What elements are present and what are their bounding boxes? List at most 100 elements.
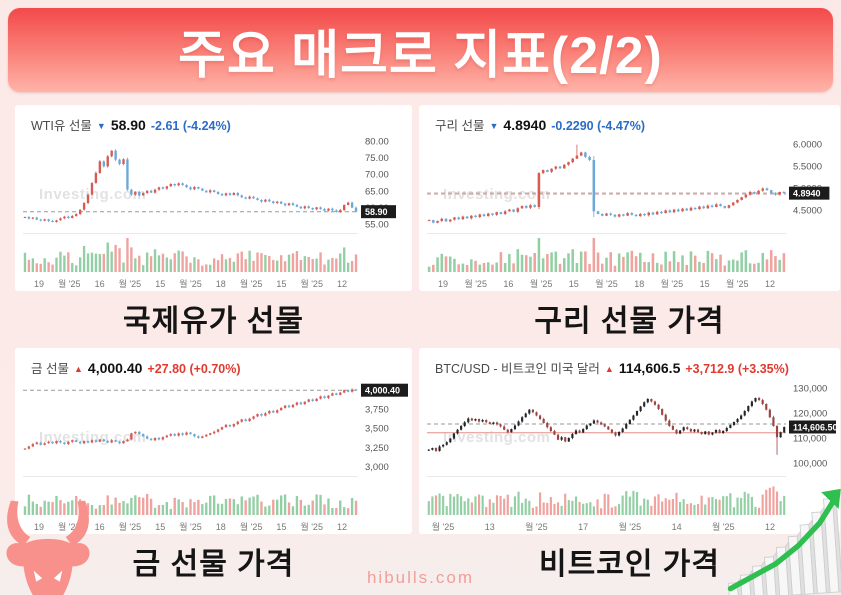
- growth-chart-icon: [727, 488, 841, 595]
- svg-text:75.00: 75.00: [365, 153, 389, 164]
- svg-text:월 '25: 월 '25: [525, 521, 548, 532]
- svg-text:월 '25: 월 '25: [119, 521, 142, 532]
- footer-watermark: hibulls.com: [366, 568, 475, 587]
- last-price: 58.90: [110, 117, 146, 133]
- up-arrow-icon: ▲: [73, 364, 83, 374]
- charts-grid: WTI유 선물 ▼ 58.90 -2.61 (-4.24%) Investing…: [15, 105, 840, 591]
- svg-text:14: 14: [672, 522, 682, 532]
- price-change: +3,712.9 (+3.35%): [685, 362, 789, 376]
- panel-wti: WTI유 선물 ▼ 58.90 -2.61 (-4.24%) Investing…: [15, 105, 412, 348]
- panel-copper: 구리 선물 ▼ 4.8940 -0.2290 (-4.47%) Investin…: [419, 105, 840, 348]
- bitcoin-chart-card: BTC/USD - 비트코인 미국 달러 ▲ 114,606.5 +3,712.…: [419, 348, 840, 534]
- last-price: 4.8940: [503, 117, 547, 133]
- svg-text:4.8940: 4.8940: [793, 189, 821, 199]
- svg-text:월 '25: 월 '25: [300, 278, 323, 289]
- svg-text:월 '25: 월 '25: [58, 521, 81, 532]
- svg-text:월 '25: 월 '25: [432, 521, 455, 532]
- svg-text:114,606.50: 114,606.50: [793, 422, 836, 432]
- svg-text:15: 15: [276, 279, 286, 289]
- svg-text:17: 17: [578, 522, 588, 532]
- svg-text:110,000: 110,000: [793, 434, 827, 445]
- svg-text:70.00: 70.00: [365, 170, 389, 181]
- svg-text:월 '25: 월 '25: [240, 521, 263, 532]
- svg-text:월 '25: 월 '25: [619, 521, 642, 532]
- svg-text:15: 15: [700, 279, 710, 289]
- wti-chart: Investing.com 19 월 '25 16 월 '25 15 월 '25 18 월 '2…: [23, 136, 412, 291]
- svg-text:15: 15: [276, 522, 286, 532]
- svg-text:130,000: 130,000: [793, 384, 827, 395]
- svg-text:12: 12: [765, 279, 775, 289]
- wti-quote-header: WTI유 선물 ▼ 58.90 -2.61 (-4.24%): [23, 111, 412, 136]
- svg-text:월 '25: 월 '25: [119, 278, 142, 289]
- gold-chart: Investing.com 19 월 '25 16 월 '25 15 월 '25 18 월 '2…: [23, 379, 412, 534]
- instrument-name: 금 선물: [31, 362, 69, 376]
- svg-text:월 '25: 월 '25: [179, 278, 202, 289]
- price-change: -0.2290 (-4.47%): [551, 119, 646, 133]
- title-banner: 주요 매크로 지표(2/2): [8, 8, 833, 92]
- wti-candlestick-chart: Investing.com 19 월 '25 16 월 '25 15 월 '25 18 월 '2…: [23, 136, 396, 289]
- price-change: -2.61 (-4.24%): [150, 119, 231, 133]
- svg-text:월 '25: 월 '25: [726, 278, 749, 289]
- svg-text:월 '25: 월 '25: [595, 278, 618, 289]
- svg-text:19: 19: [438, 279, 448, 289]
- svg-text:55.00: 55.00: [365, 220, 389, 231]
- copper-chart: Investing.com 19 월 '25 16 월 '25 15 월 '25 18 월 '2…: [427, 136, 840, 291]
- instrument-name: BTC/USD - 비트코인 미국 달러: [435, 362, 600, 376]
- svg-text:월 '25: 월 '25: [712, 521, 735, 532]
- panel-bitcoin: BTC/USD - 비트코인 미국 달러 ▲ 114,606.5 +3,712.…: [419, 348, 840, 591]
- svg-text:Investing.com: Investing.com: [443, 186, 550, 203]
- svg-text:월 '25: 월 '25: [58, 278, 81, 289]
- copper-chart-card: 구리 선물 ▼ 4.8940 -0.2290 (-4.47%) Investin…: [419, 105, 840, 291]
- svg-text:65.00: 65.00: [365, 186, 389, 197]
- bull-logo-icon: [6, 500, 90, 595]
- svg-text:월 '25: 월 '25: [530, 278, 553, 289]
- bitcoin-caption: 비트코인 가격: [539, 548, 720, 581]
- svg-text:18: 18: [216, 522, 226, 532]
- bitcoin-quote-header: BTC/USD - 비트코인 미국 달러 ▲ 114,606.5 +3,712.…: [427, 354, 840, 379]
- page-title: 주요 매크로 지표(2/2): [178, 26, 663, 85]
- bitcoin-chart: Investing.com 월 '25 13 월 '25 17 월 '25 14 월 '25 1…: [427, 379, 840, 534]
- svg-text:13: 13: [485, 522, 495, 532]
- svg-text:18: 18: [216, 279, 226, 289]
- svg-text:5.5000: 5.5000: [793, 162, 822, 173]
- svg-text:120,000: 120,000: [793, 409, 827, 420]
- last-price: 114,606.5: [618, 360, 681, 376]
- svg-text:12: 12: [765, 522, 775, 532]
- svg-text:4,000.40: 4,000.40: [365, 386, 400, 396]
- up-arrow-icon: ▲: [604, 364, 614, 374]
- svg-text:월 '25: 월 '25: [300, 521, 323, 532]
- gold-quote-header: 금 선물 ▲ 4,000.40 +27.80 (+0.70%): [23, 354, 412, 379]
- gold-caption: 금 선물 가격: [132, 548, 295, 581]
- svg-text:16: 16: [503, 279, 513, 289]
- copper-candlestick-chart: Investing.com 19 월 '25 16 월 '25 15 월 '25 18 월 '2…: [427, 140, 830, 289]
- svg-text:15: 15: [155, 279, 165, 289]
- svg-text:58.90: 58.90: [365, 207, 388, 217]
- svg-text:80.00: 80.00: [365, 138, 389, 147]
- wti-caption: 국제유가 선물: [123, 305, 304, 338]
- svg-text:3,500: 3,500: [365, 424, 389, 435]
- svg-text:15: 15: [569, 279, 579, 289]
- svg-text:Investing.com: Investing.com: [443, 429, 550, 446]
- svg-text:월 '25: 월 '25: [661, 278, 684, 289]
- last-price: 4,000.40: [87, 360, 143, 376]
- copper-quote-header: 구리 선물 ▼ 4.8940 -0.2290 (-4.47%): [427, 111, 840, 136]
- svg-text:월 '25: 월 '25: [240, 278, 263, 289]
- svg-text:19: 19: [34, 522, 44, 532]
- svg-text:15: 15: [155, 522, 165, 532]
- copper-caption: 구리 선물 가격: [534, 305, 725, 338]
- svg-text:12: 12: [337, 279, 347, 289]
- svg-text:3,000: 3,000: [365, 462, 389, 473]
- svg-text:19: 19: [34, 279, 44, 289]
- bitcoin-candlestick-chart: Investing.com 월 '25 13 월 '25 17 월 '25 14 월 '25 1…: [427, 384, 840, 532]
- down-arrow-icon: ▼: [96, 121, 106, 131]
- svg-text:16: 16: [95, 522, 105, 532]
- svg-text:18: 18: [634, 279, 644, 289]
- svg-text:Investing.com: Investing.com: [39, 186, 146, 203]
- wti-chart-card: WTI유 선물 ▼ 58.90 -2.61 (-4.24%) Investing…: [15, 105, 412, 291]
- instrument-name: 구리 선물: [435, 119, 485, 133]
- svg-text:100,000: 100,000: [793, 459, 827, 470]
- svg-text:월 '25: 월 '25: [464, 278, 487, 289]
- svg-text:3,250: 3,250: [365, 443, 389, 454]
